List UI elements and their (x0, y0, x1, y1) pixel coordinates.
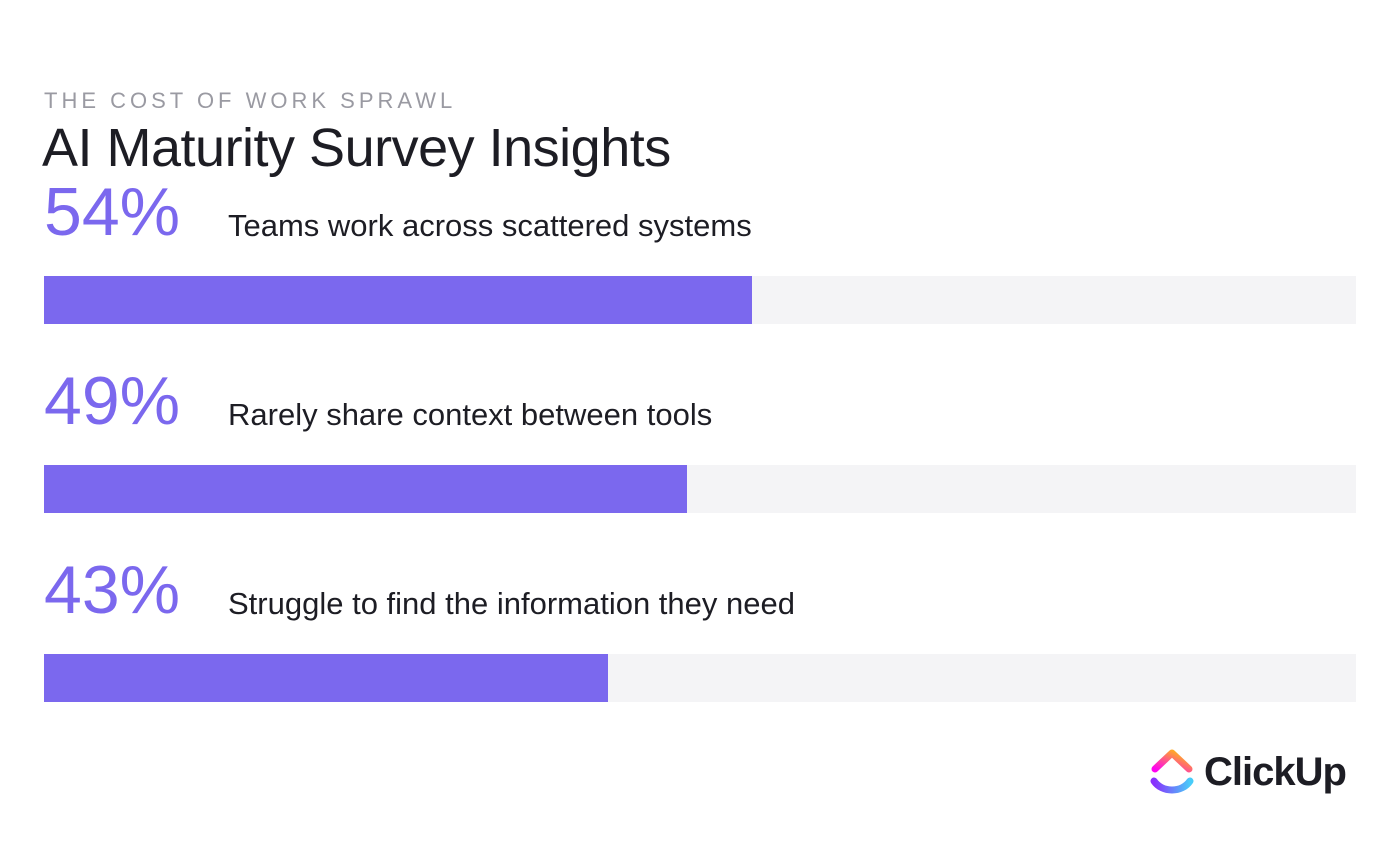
stat-percent-label: 43% (44, 552, 181, 628)
stat-category-label: Teams work across scattered systems (228, 208, 752, 243)
bar-fill (44, 654, 608, 702)
stat-category-label: Rarely share context between tools (228, 397, 713, 432)
bar-fill (44, 465, 687, 513)
bar-fill (44, 276, 752, 324)
clickup-logo-icon (1150, 749, 1194, 794)
stat-percent-label: 49% (44, 363, 181, 439)
stat-percent-label: 54% (44, 174, 181, 250)
brand-logo: ClickUp (1150, 746, 1347, 798)
bar-track (44, 654, 1356, 702)
page-title: AI Maturity Survey Insights (42, 118, 671, 178)
bar-track (44, 276, 1356, 324)
bar-track (44, 465, 1356, 513)
stat-category-label: Struggle to find the information they ne… (228, 586, 795, 621)
eyebrow-label: THE COST OF WORK SPRAWL (44, 88, 457, 113)
brand-wordmark: ClickUp (1204, 750, 1347, 794)
